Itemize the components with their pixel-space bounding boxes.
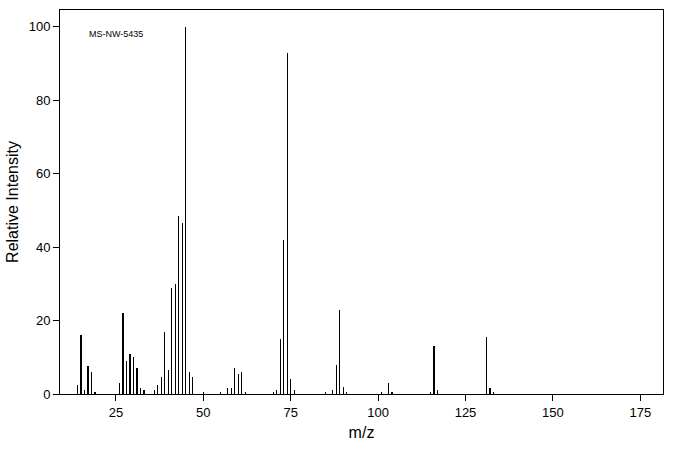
svg-text:Relative Intensity: Relative Intensity — [4, 141, 21, 263]
svg-text:MS-NW-5435: MS-NW-5435 — [89, 29, 143, 39]
svg-text:150: 150 — [542, 405, 564, 420]
svg-text:75: 75 — [283, 405, 297, 420]
svg-text:0: 0 — [43, 387, 50, 402]
svg-text:m/z: m/z — [349, 424, 375, 441]
svg-text:80: 80 — [36, 93, 50, 108]
svg-text:25: 25 — [109, 405, 123, 420]
svg-text:100: 100 — [29, 19, 51, 34]
svg-text:50: 50 — [196, 405, 210, 420]
svg-text:60: 60 — [36, 166, 50, 181]
svg-text:175: 175 — [629, 405, 651, 420]
svg-text:40: 40 — [36, 240, 50, 255]
svg-text:100: 100 — [367, 405, 389, 420]
svg-text:125: 125 — [455, 405, 477, 420]
svg-text:20: 20 — [36, 313, 50, 328]
